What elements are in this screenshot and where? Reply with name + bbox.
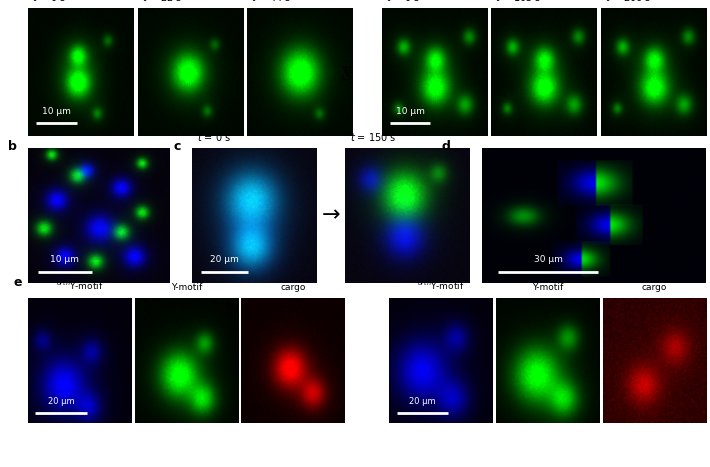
Text: 10 μm: 10 μm	[42, 106, 71, 115]
Text: cargo: cargo	[280, 283, 305, 292]
Text: 20 μm: 20 μm	[48, 396, 75, 405]
Text: $t$ = 44 s: $t$ = 44 s	[251, 0, 292, 3]
Text: Y-motif: Y-motif	[170, 283, 202, 292]
Text: b: b	[8, 140, 17, 153]
Text: 30 μm: 30 μm	[534, 255, 562, 264]
Text: $t$ = 0 s: $t$ = 0 s	[197, 131, 231, 142]
Text: $t$ = 0 s: $t$ = 0 s	[386, 0, 420, 3]
Text: d: d	[442, 140, 451, 153]
Text: 20 μm: 20 μm	[409, 396, 436, 405]
Text: c: c	[173, 140, 180, 153]
Text: $t$ = 0 s: $t$ = 0 s	[32, 0, 67, 3]
Text: $t$ = 206 s: $t$ = 206 s	[605, 0, 651, 3]
Text: cargo: cargo	[642, 283, 667, 292]
Text: Y-motif: Y-motif	[532, 283, 563, 292]
Text: 10 μm: 10 μm	[395, 106, 425, 115]
Text: e: e	[13, 276, 22, 289]
Text: $t$ = 103 s: $t$ = 103 s	[495, 0, 542, 3]
Text: 20 μm: 20 μm	[210, 255, 239, 264]
Text: $^{orth}$Y-motif: $^{orth}$Y-motif	[417, 279, 465, 292]
Text: $^{orth}$Y-motif: $^{orth}$Y-motif	[56, 279, 104, 292]
Text: Gel: Gel	[343, 64, 353, 80]
Text: →: →	[322, 205, 340, 226]
Text: $t$ = 150 s: $t$ = 150 s	[350, 131, 397, 142]
Text: $t$ = 22 s: $t$ = 22 s	[142, 0, 182, 3]
Text: 10 μm: 10 μm	[50, 255, 80, 264]
